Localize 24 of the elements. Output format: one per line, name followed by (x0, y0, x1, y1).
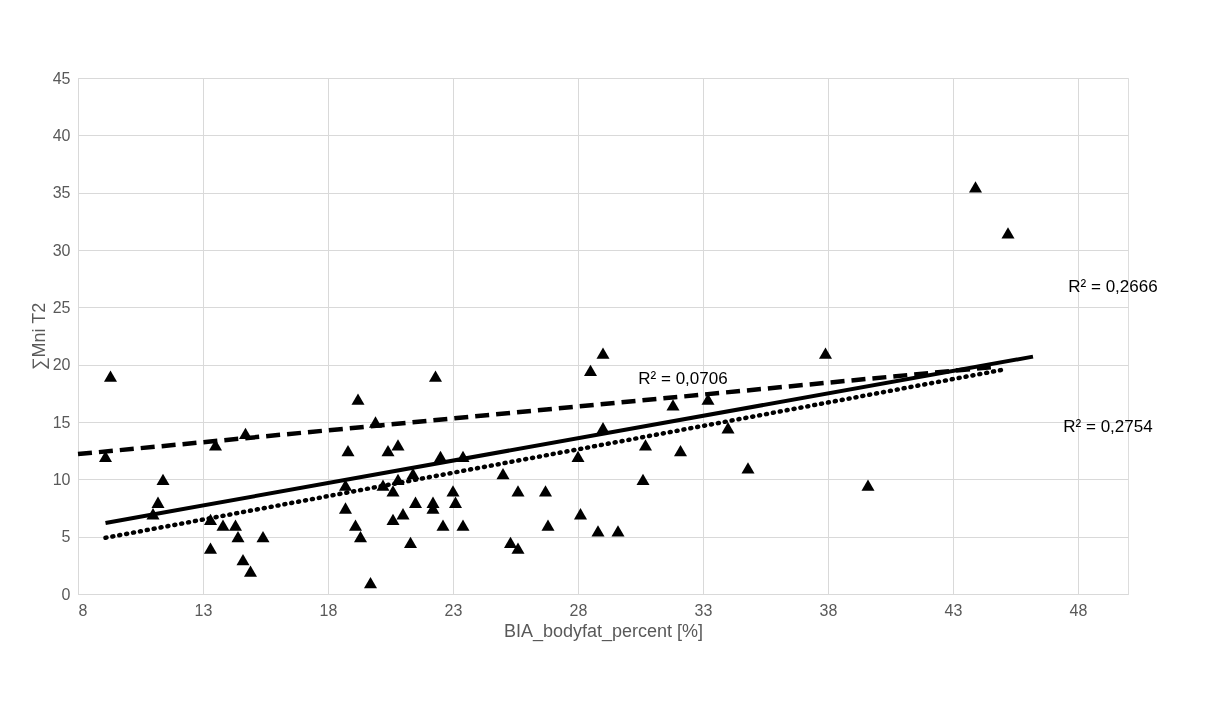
y-tick-label: 40 (52, 126, 71, 144)
y-tick-label: 30 (52, 241, 71, 259)
annotation: R² = 0,2754 (1063, 417, 1153, 436)
y-tick-label: 5 (61, 528, 71, 546)
x-tick-label: 33 (694, 601, 713, 619)
y-tick-label: 25 (52, 298, 71, 316)
x-tick-label: 48 (1069, 601, 1088, 619)
x-tick-label: 13 (194, 601, 213, 619)
y-tick-label: 45 (52, 69, 71, 87)
y-tick-label: 0 (61, 585, 71, 603)
x-tick-label: 38 (819, 601, 838, 619)
x-tick-label: 28 (569, 601, 588, 619)
x-tick-label: 18 (319, 601, 338, 619)
x-tick-label: 8 (78, 601, 88, 619)
x-tick-label: 23 (444, 601, 463, 619)
annotation: R² = 0,0706 (638, 369, 728, 388)
y-tick-label: 35 (52, 184, 71, 202)
y-tick-label: 15 (52, 413, 71, 431)
y-tick-label: 20 (52, 356, 71, 374)
y-tick-label: 10 (52, 470, 71, 488)
annotation: R² = 0,2666 (1068, 277, 1158, 296)
x-tick-label: 43 (944, 601, 963, 619)
x-axis-title: BIA_bodyfat_percent [%] (503, 620, 704, 642)
y-axis-title: ∑Mni T2 (28, 302, 49, 371)
